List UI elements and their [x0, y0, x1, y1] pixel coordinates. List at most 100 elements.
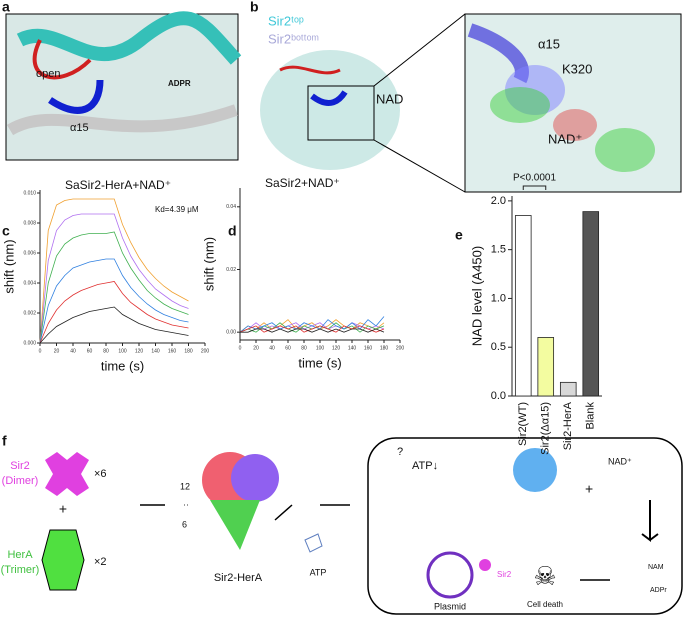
y-tick-label: 2.0 — [491, 195, 506, 207]
plasmid-icon — [426, 551, 474, 599]
helix — [6, 104, 238, 136]
label: Sir2-HerA — [214, 572, 263, 584]
y-tick-label: 0.006 — [23, 250, 36, 256]
density — [490, 87, 550, 123]
x-tick-label: Sir2(WT) — [517, 402, 529, 446]
label: 12 — [180, 481, 190, 491]
label: open — [36, 68, 60, 80]
skull-icon: ☠ — [533, 561, 556, 591]
annotation: P<0.0001 — [513, 173, 557, 184]
label: NAD⁺ — [608, 456, 632, 466]
label: ×2 — [94, 556, 107, 568]
chart-title: SaSir2-HerA+NAD⁺ — [65, 178, 171, 192]
y-tick-label: 0.02 — [226, 267, 236, 273]
helix — [16, 11, 242, 65]
zoom-box — [307, 85, 375, 141]
series-line — [39, 231, 189, 344]
x-tick-label: 20 — [54, 348, 60, 354]
x-tick-label: 200 — [396, 345, 405, 351]
label: ADPr — [650, 587, 667, 594]
x-tick-label: 60 — [87, 348, 93, 354]
atp-icon — [304, 533, 323, 553]
label: ADPR — [168, 79, 191, 88]
hera-icon — [41, 529, 85, 591]
label: + — [585, 481, 593, 497]
y-axis-label: NAD level (A450) — [469, 246, 484, 346]
x-tick-label: Blank — [585, 402, 597, 430]
significance-bracket — [522, 185, 547, 190]
label: ·· — [183, 499, 189, 509]
label: ATP↓ — [412, 460, 438, 472]
y-tick-label: 1.5 — [491, 244, 506, 256]
bar — [537, 337, 555, 397]
y-tick-label: 0.010 — [23, 190, 36, 196]
series-line — [39, 306, 189, 344]
label: ATP — [310, 567, 327, 577]
x-tick-label: 100 — [316, 345, 325, 351]
y-tick-label: 0.0 — [491, 390, 506, 402]
x-axis-label: time (s) — [101, 358, 144, 373]
label: Plasmid — [434, 601, 466, 611]
label: (Dimer) — [2, 475, 39, 487]
x-tick-label: 20 — [253, 345, 259, 351]
y-tick-label: 0.000 — [23, 340, 36, 346]
panel-label: a — [2, 0, 10, 15]
y-tick-label: 0.00 — [226, 329, 236, 335]
zoom-line — [373, 139, 466, 193]
x-tick-label: 120 — [135, 348, 144, 354]
bar — [582, 211, 600, 397]
label: NAD⁺ — [548, 131, 582, 146]
density — [553, 109, 597, 141]
label: (Trimer) — [1, 564, 40, 576]
label: NAM — [648, 564, 664, 571]
label: Sir2ᵗᵒᵖ — [268, 13, 304, 28]
label: Sir2ᵇᵒᵗᵗᵒᵐ — [268, 31, 319, 46]
x-tick-label: 80 — [103, 348, 109, 354]
x-tick-label: 0 — [239, 345, 242, 351]
y-tick-label: 0.004 — [23, 280, 36, 286]
x-tick-label: 140 — [151, 348, 160, 354]
arrow — [641, 500, 659, 542]
density — [595, 128, 655, 172]
complex — [513, 448, 557, 492]
label: Sir2 — [497, 570, 512, 579]
axis — [239, 188, 400, 341]
label: ×6 — [94, 468, 107, 480]
label: Cell death — [527, 600, 563, 609]
y-tick-label: 0.5 — [491, 341, 506, 353]
x-tick-label: 60 — [285, 345, 291, 351]
x-axis-label: time (s) — [298, 355, 341, 370]
series-line — [39, 213, 189, 344]
series-line — [39, 281, 189, 344]
panel-label: f — [2, 433, 7, 449]
bar — [559, 381, 577, 397]
y-tick-label: 0.002 — [23, 310, 36, 316]
x-tick-label: Sir2-HerA — [562, 401, 574, 450]
bar — [514, 215, 532, 397]
series-line — [239, 319, 385, 333]
x-tick-label: 200 — [201, 348, 210, 354]
x-tick-label: Sir2(Δα15) — [540, 402, 552, 455]
x-tick-label: 80 — [301, 345, 307, 351]
y-tick-label: 1.0 — [491, 292, 506, 304]
series-line — [39, 198, 189, 344]
x-tick-label: 120 — [332, 345, 341, 351]
series-line — [240, 328, 385, 333]
label: K320 — [562, 61, 592, 76]
x-tick-label: 40 — [269, 345, 275, 351]
x-tick-label: 160 — [168, 348, 177, 354]
label: α15 — [538, 36, 560, 51]
label: + — [59, 501, 67, 517]
x-tick-label: 180 — [184, 348, 193, 354]
loop-open — [32, 39, 92, 80]
panel-label: e — [455, 227, 463, 243]
x-tick-label: 160 — [364, 345, 373, 351]
helix — [310, 90, 348, 106]
panel-label: b — [250, 0, 259, 15]
loop — [279, 65, 341, 75]
x-tick-label: 180 — [380, 345, 389, 351]
x-tick-label: 40 — [70, 348, 76, 354]
y-tick-label: 0.008 — [23, 220, 36, 226]
panel-label: d — [228, 223, 237, 239]
